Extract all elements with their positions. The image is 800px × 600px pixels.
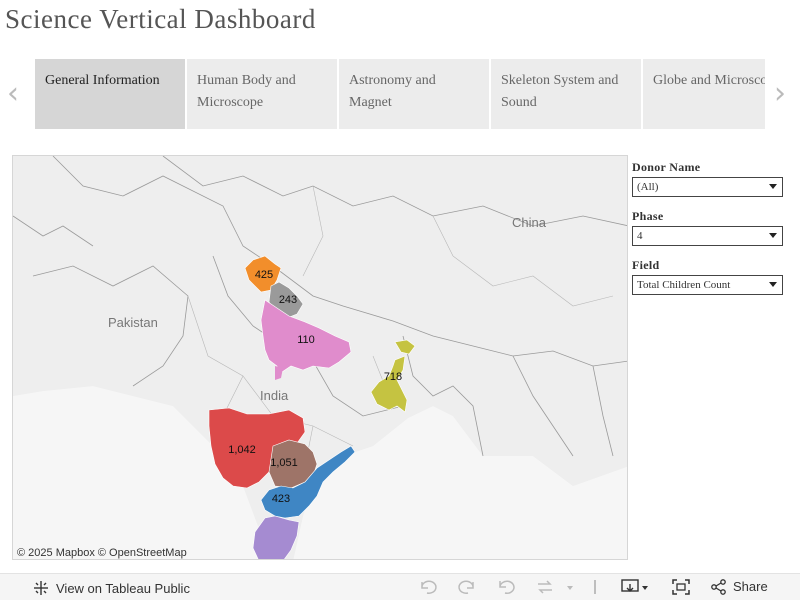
tab-astronomy-and-magnet[interactable]: Astronomy and Magnet	[339, 59, 489, 129]
region-110[interactable]	[260, 299, 352, 375]
country-label-pakistan: Pakistan	[108, 315, 158, 330]
filter-phase-label: Phase	[632, 209, 664, 223]
donor-name-dropdown[interactable]: (All)	[632, 177, 783, 197]
filter-donor-name: Donor Name (All)	[632, 160, 784, 197]
region-label-1051: 1,051	[270, 457, 298, 469]
map-attribution[interactable]: © 2025 Mapbox © OpenStreetMap	[17, 547, 187, 559]
country-label-india: India	[260, 388, 289, 403]
tab-skeleton-system-and-sound[interactable]: Skeleton System and Sound	[491, 59, 641, 129]
refresh-dropdown-icon[interactable]	[565, 578, 575, 596]
map-view[interactable]: China Pakistan India 425 243 110 718 1,0…	[12, 155, 628, 560]
filter-phase: Phase 4	[632, 209, 784, 246]
region-south[interactable]	[252, 515, 300, 560]
dropdown-arrow-icon[interactable]	[769, 282, 777, 287]
tab-globe-and-microscope[interactable]: Globe and Microscope	[643, 59, 765, 129]
region-label-1042: 1,042	[228, 444, 256, 456]
tableau-toolbar: View on Tableau Public Share	[0, 573, 800, 600]
dropdown-arrow-icon[interactable]	[769, 184, 777, 189]
region-label-243: 243	[279, 294, 297, 306]
country-label-china: China	[512, 215, 547, 230]
phase-value: 4	[637, 230, 643, 242]
region-423[interactable]	[260, 445, 356, 519]
redo-icon[interactable]	[457, 578, 477, 596]
chevron-left-icon[interactable]: ‹	[7, 76, 19, 111]
story-tabs: General Information Human Body and Micro…	[35, 59, 765, 129]
share-icon[interactable]	[710, 578, 728, 596]
filter-donor-name-label: Donor Name	[632, 160, 701, 174]
fullscreen-icon[interactable]	[671, 578, 691, 596]
view-on-tableau-public-link[interactable]: View on Tableau Public	[32, 579, 190, 597]
region-label-718: 718	[384, 371, 402, 383]
refresh-icon[interactable]	[535, 578, 555, 596]
field-value: Total Children Count	[637, 279, 731, 291]
download-icon[interactable]	[620, 578, 652, 596]
view-on-tableau-public-label: View on Tableau Public	[56, 580, 190, 596]
toolbar-divider	[594, 580, 596, 594]
donor-name-value: (All)	[637, 181, 659, 193]
filter-panel: Donor Name (All) Phase 4 Field Total Chi…	[632, 160, 784, 307]
region-label-425: 425	[255, 269, 273, 281]
share-button[interactable]: Share	[733, 579, 768, 594]
region-718[interactable]	[370, 339, 416, 413]
revert-icon[interactable]	[497, 578, 517, 596]
dropdown-arrow-icon[interactable]	[769, 233, 777, 238]
filter-field-label: Field	[632, 258, 660, 272]
dashboard-title: Science Vertical Dashboard	[5, 4, 316, 34]
region-label-423: 423	[272, 493, 290, 505]
chevron-right-icon[interactable]: ›	[774, 76, 786, 111]
field-dropdown[interactable]: Total Children Count	[632, 275, 783, 295]
tab-human-body-and-microscope[interactable]: Human Body and Microscope	[187, 59, 337, 129]
tableau-logo-icon	[34, 581, 48, 595]
region-label-110: 110	[297, 334, 315, 346]
filter-field: Field Total Children Count	[632, 258, 784, 295]
region-110-west[interactable]	[275, 366, 283, 380]
phase-dropdown[interactable]: 4	[632, 226, 783, 246]
tab-general-information[interactable]: General Information	[35, 59, 185, 129]
undo-icon[interactable]	[418, 578, 438, 596]
